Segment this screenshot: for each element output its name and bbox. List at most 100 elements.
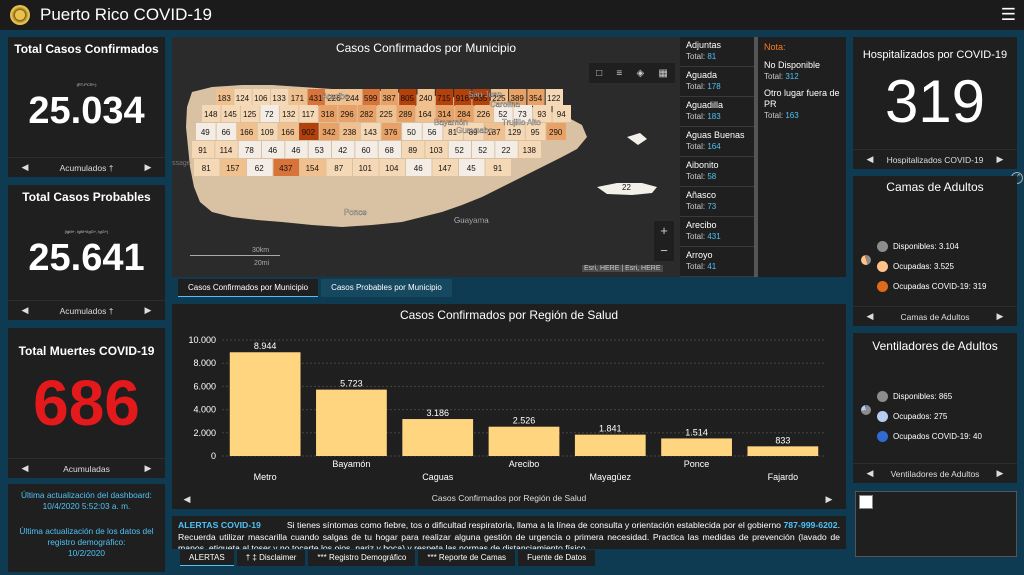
list-item[interactable]: Aibonito Total: 58 bbox=[680, 157, 758, 187]
municipality-shape[interactable] bbox=[454, 89, 472, 106]
municipality-shape[interactable] bbox=[252, 89, 270, 106]
municipality-shape[interactable] bbox=[338, 105, 357, 122]
prev-arrow-icon[interactable]: ◀ bbox=[21, 463, 29, 473]
municipality-shape[interactable] bbox=[299, 105, 318, 122]
municipality-shape[interactable] bbox=[360, 123, 381, 140]
bar[interactable] bbox=[229, 352, 301, 456]
prev-arrow-icon[interactable]: ◀ bbox=[21, 305, 29, 315]
municipality-shape[interactable] bbox=[484, 123, 505, 140]
municipality-shape[interactable] bbox=[490, 89, 509, 106]
municipality-shape[interactable] bbox=[396, 105, 416, 122]
municipality-shape[interactable] bbox=[300, 159, 326, 176]
municipality-shape[interactable] bbox=[318, 105, 338, 122]
tab-reporte-camas[interactable]: *** Reporte de Camas bbox=[418, 550, 516, 566]
municipality-shape[interactable] bbox=[216, 123, 237, 140]
municipality-shape[interactable] bbox=[381, 123, 402, 140]
municipality-shape[interactable] bbox=[237, 123, 257, 140]
municipality-shape[interactable] bbox=[525, 123, 546, 140]
municipality-shape[interactable] bbox=[308, 141, 331, 158]
prev-arrow-icon[interactable]: ◀ bbox=[866, 468, 874, 478]
municipality-shape[interactable] bbox=[357, 105, 377, 122]
municipality-shape[interactable] bbox=[435, 105, 455, 122]
municipality-shape[interactable] bbox=[257, 123, 278, 140]
alert-phone[interactable]: 787-999-6202 bbox=[783, 520, 838, 530]
municipality-shape[interactable] bbox=[495, 141, 518, 158]
municipality-shape[interactable] bbox=[221, 105, 240, 122]
prev-arrow-icon[interactable]: ◀ bbox=[866, 154, 874, 164]
list-item[interactable]: Arroyo Total: 41 bbox=[680, 247, 758, 277]
bar[interactable] bbox=[402, 419, 474, 456]
municipality-shape[interactable] bbox=[402, 123, 422, 140]
municipality-shape[interactable] bbox=[443, 123, 463, 140]
municipality-shape[interactable] bbox=[192, 141, 215, 158]
prev-arrow-icon[interactable]: ◀ bbox=[183, 494, 191, 504]
municipality-shape[interactable] bbox=[238, 141, 261, 158]
municipality-shape[interactable] bbox=[406, 159, 432, 176]
municipality-shape[interactable] bbox=[494, 105, 513, 122]
municipio-list-scrollbar[interactable] bbox=[754, 37, 758, 277]
next-arrow-icon[interactable]: ▶ bbox=[144, 463, 152, 473]
municipality-shape[interactable] bbox=[513, 105, 533, 122]
municipality-shape[interactable] bbox=[472, 89, 490, 106]
municipality-shape[interactable] bbox=[353, 159, 379, 176]
municipality-shape[interactable] bbox=[196, 123, 216, 140]
municipality-shape[interactable] bbox=[377, 105, 396, 122]
bar[interactable] bbox=[747, 446, 819, 456]
bar[interactable] bbox=[488, 426, 560, 456]
municipality-shape[interactable] bbox=[380, 89, 399, 106]
municipality-shape[interactable] bbox=[362, 89, 380, 106]
municipality-shape[interactable] bbox=[325, 89, 344, 106]
municipality-shape[interactable] bbox=[326, 159, 353, 176]
list-item[interactable]: Aguas Buenas Total: 164 bbox=[680, 127, 758, 157]
municipio-list[interactable]: Adjuntas Total: 81 Aguada Total: 178 Aguadil… bbox=[680, 37, 758, 277]
municipality-shape[interactable] bbox=[299, 123, 319, 140]
municipality-shape[interactable] bbox=[546, 123, 566, 140]
municipality-shape[interactable] bbox=[319, 123, 340, 140]
municipality-shape[interactable] bbox=[416, 105, 435, 122]
municipality-shape[interactable] bbox=[448, 141, 471, 158]
municipality-shape[interactable] bbox=[435, 89, 454, 106]
prev-arrow-icon[interactable]: ◀ bbox=[21, 162, 29, 172]
prev-arrow-icon[interactable]: ◀ bbox=[866, 311, 874, 321]
legend-list-icon[interactable]: ≡ bbox=[616, 67, 623, 79]
tab-casos-probables-municipio[interactable]: Casos Probables por Municipio bbox=[321, 279, 452, 297]
municipality-shape[interactable] bbox=[332, 141, 355, 158]
municipality-shape[interactable] bbox=[355, 141, 378, 158]
municipality-shape[interactable] bbox=[422, 123, 443, 140]
next-arrow-icon[interactable]: ▶ bbox=[144, 305, 152, 315]
municipality-shape[interactable] bbox=[463, 123, 484, 140]
municipality-shape[interactable] bbox=[378, 141, 401, 158]
municipality-shape[interactable] bbox=[202, 105, 221, 122]
map-view[interactable]: 183 124 106 133 171 431 226 244 599 387 805 240 715 9… bbox=[172, 37, 680, 277]
municipality-shape[interactable] bbox=[220, 159, 247, 176]
basemap-gallery-icon[interactable]: ▦ bbox=[658, 67, 668, 79]
list-item[interactable]: Arecibo Total: 431 bbox=[680, 217, 758, 247]
municipality-shape[interactable] bbox=[247, 159, 273, 176]
hamburger-menu-icon[interactable]: ☰ bbox=[1000, 5, 1016, 24]
municipality-shape[interactable] bbox=[270, 89, 289, 106]
municipality-shape[interactable] bbox=[262, 141, 285, 158]
municipality-shape[interactable] bbox=[552, 105, 571, 122]
list-item[interactable]: Adjuntas Total: 81 bbox=[680, 37, 758, 67]
list-item[interactable]: Aguadilla Total: 183 bbox=[680, 97, 758, 127]
zoom-in-button[interactable]: + bbox=[654, 221, 674, 241]
municipality-shape[interactable] bbox=[518, 141, 541, 158]
tab-casos-confirmados-municipio[interactable]: Casos Confirmados por Municipio bbox=[178, 279, 319, 297]
municipality-shape[interactable] bbox=[379, 159, 406, 176]
next-arrow-icon[interactable]: ▶ bbox=[825, 494, 833, 504]
municipality-shape[interactable] bbox=[432, 159, 459, 176]
municipality-shape[interactable] bbox=[545, 89, 563, 106]
municipality-shape[interactable] bbox=[307, 89, 325, 106]
next-arrow-icon[interactable]: ▶ bbox=[996, 468, 1004, 478]
next-arrow-icon[interactable]: ▶ bbox=[144, 162, 152, 172]
municipality-shape[interactable] bbox=[215, 141, 238, 158]
municipality-shape[interactable] bbox=[278, 123, 299, 140]
municipality-shape[interactable] bbox=[399, 89, 417, 106]
tab-registro-demografico[interactable]: *** Registro Demográfico bbox=[308, 550, 416, 566]
choropleth-map[interactable]: 183 124 106 133 171 431 226 244 599 387 805 240 715 9… bbox=[172, 37, 680, 277]
municipality-shape[interactable] bbox=[240, 105, 260, 122]
municipality-shape[interactable] bbox=[474, 105, 494, 122]
municipality-shape[interactable] bbox=[273, 159, 300, 176]
list-item[interactable]: Añasco Total: 73 bbox=[680, 187, 758, 217]
tab-alertas[interactable]: ALERTAS bbox=[180, 550, 234, 566]
